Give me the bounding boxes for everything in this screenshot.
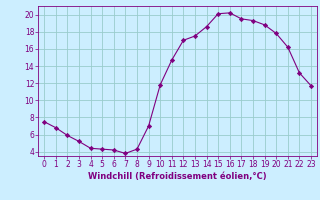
X-axis label: Windchill (Refroidissement éolien,°C): Windchill (Refroidissement éolien,°C) xyxy=(88,172,267,181)
